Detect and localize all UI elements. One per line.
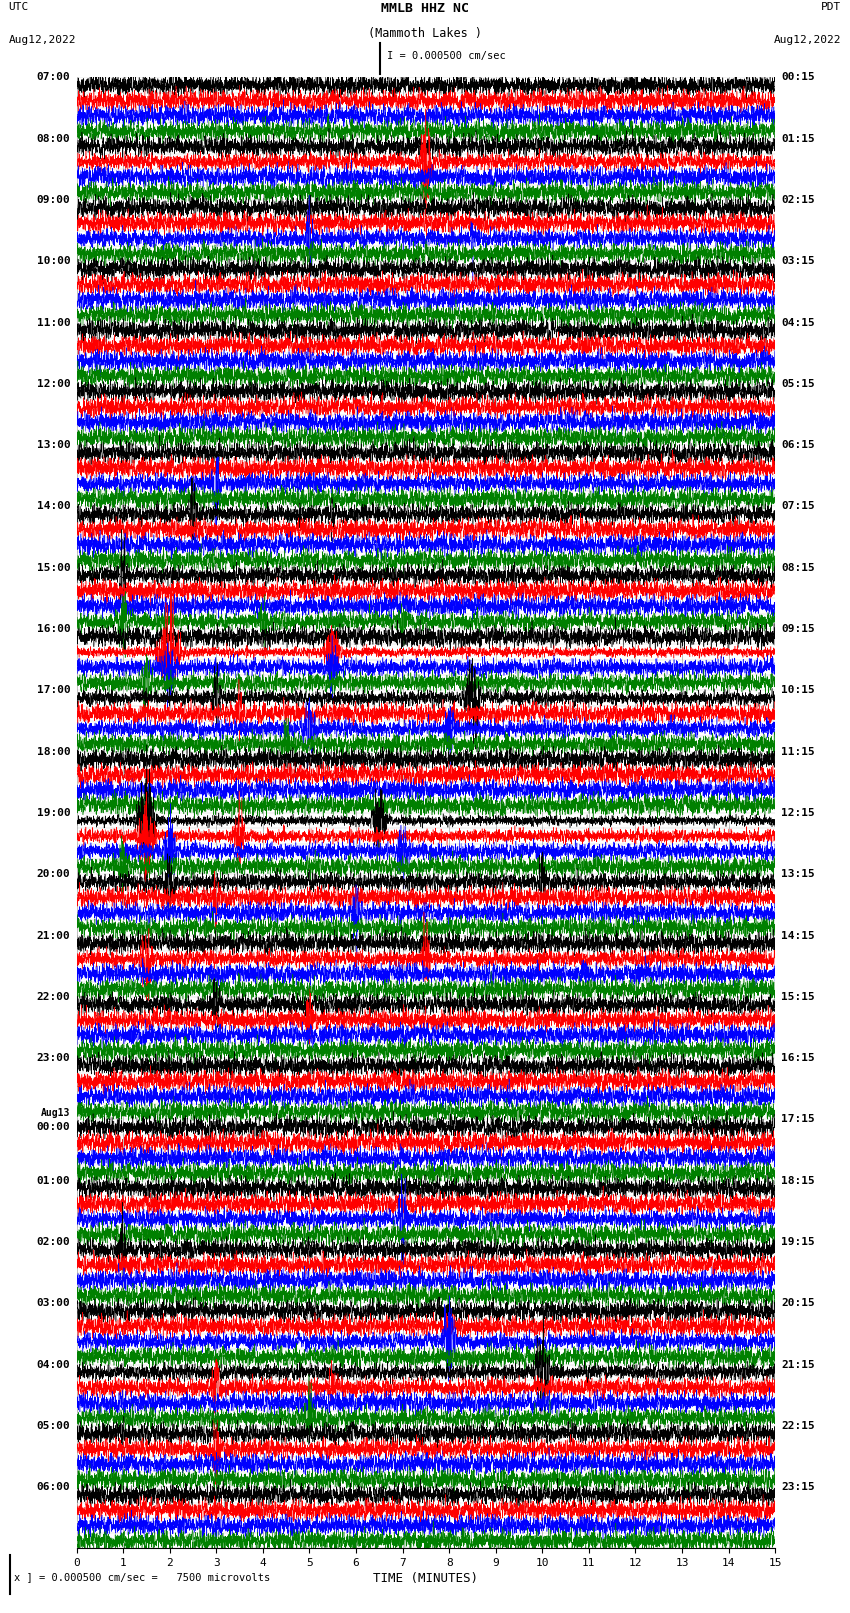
Text: 06:00: 06:00 bbox=[37, 1482, 71, 1492]
Text: 19:00: 19:00 bbox=[37, 808, 71, 818]
Text: 20:00: 20:00 bbox=[37, 869, 71, 879]
Text: 00:15: 00:15 bbox=[781, 73, 815, 82]
Text: 13:00: 13:00 bbox=[37, 440, 71, 450]
Text: 11:15: 11:15 bbox=[781, 747, 815, 756]
Text: 18:15: 18:15 bbox=[781, 1176, 815, 1186]
Text: PDT: PDT bbox=[821, 2, 842, 11]
Text: x ] = 0.000500 cm/sec =   7500 microvolts: x ] = 0.000500 cm/sec = 7500 microvolts bbox=[14, 1573, 269, 1582]
Text: 16:00: 16:00 bbox=[37, 624, 71, 634]
Text: 21:15: 21:15 bbox=[781, 1360, 815, 1369]
Text: 02:15: 02:15 bbox=[781, 195, 815, 205]
Text: Aug12,2022: Aug12,2022 bbox=[8, 35, 76, 45]
Text: 09:15: 09:15 bbox=[781, 624, 815, 634]
Text: MMLB HHZ NC: MMLB HHZ NC bbox=[381, 2, 469, 15]
Text: 15:00: 15:00 bbox=[37, 563, 71, 573]
Text: 22:00: 22:00 bbox=[37, 992, 71, 1002]
Text: 16:15: 16:15 bbox=[781, 1053, 815, 1063]
Text: 14:00: 14:00 bbox=[37, 502, 71, 511]
Text: 07:15: 07:15 bbox=[781, 502, 815, 511]
X-axis label: TIME (MINUTES): TIME (MINUTES) bbox=[373, 1573, 479, 1586]
Text: 12:15: 12:15 bbox=[781, 808, 815, 818]
Text: 03:15: 03:15 bbox=[781, 256, 815, 266]
Text: 05:15: 05:15 bbox=[781, 379, 815, 389]
Text: (Mammoth Lakes ): (Mammoth Lakes ) bbox=[368, 27, 482, 40]
Text: Aug13: Aug13 bbox=[41, 1108, 71, 1118]
Text: 02:00: 02:00 bbox=[37, 1237, 71, 1247]
Text: I = 0.000500 cm/sec: I = 0.000500 cm/sec bbox=[387, 50, 506, 61]
Text: 01:00: 01:00 bbox=[37, 1176, 71, 1186]
Text: 12:00: 12:00 bbox=[37, 379, 71, 389]
Text: 03:00: 03:00 bbox=[37, 1298, 71, 1308]
Text: 11:00: 11:00 bbox=[37, 318, 71, 327]
Text: 10:00: 10:00 bbox=[37, 256, 71, 266]
Text: 13:15: 13:15 bbox=[781, 869, 815, 879]
Text: 10:15: 10:15 bbox=[781, 686, 815, 695]
Text: 20:15: 20:15 bbox=[781, 1298, 815, 1308]
Text: 18:00: 18:00 bbox=[37, 747, 71, 756]
Text: 17:15: 17:15 bbox=[781, 1115, 815, 1124]
Text: 04:15: 04:15 bbox=[781, 318, 815, 327]
Text: UTC: UTC bbox=[8, 2, 29, 11]
Text: 09:00: 09:00 bbox=[37, 195, 71, 205]
Text: 23:00: 23:00 bbox=[37, 1053, 71, 1063]
Text: 23:15: 23:15 bbox=[781, 1482, 815, 1492]
Text: 22:15: 22:15 bbox=[781, 1421, 815, 1431]
Text: 07:00: 07:00 bbox=[37, 73, 71, 82]
Text: 08:15: 08:15 bbox=[781, 563, 815, 573]
Text: Aug12,2022: Aug12,2022 bbox=[774, 35, 842, 45]
Text: 17:00: 17:00 bbox=[37, 686, 71, 695]
Text: 00:00: 00:00 bbox=[37, 1123, 71, 1132]
Text: 05:00: 05:00 bbox=[37, 1421, 71, 1431]
Text: 15:15: 15:15 bbox=[781, 992, 815, 1002]
Text: 04:00: 04:00 bbox=[37, 1360, 71, 1369]
Text: 08:00: 08:00 bbox=[37, 134, 71, 144]
Text: 06:15: 06:15 bbox=[781, 440, 815, 450]
Text: 14:15: 14:15 bbox=[781, 931, 815, 940]
Text: 01:15: 01:15 bbox=[781, 134, 815, 144]
Text: 21:00: 21:00 bbox=[37, 931, 71, 940]
Text: 19:15: 19:15 bbox=[781, 1237, 815, 1247]
